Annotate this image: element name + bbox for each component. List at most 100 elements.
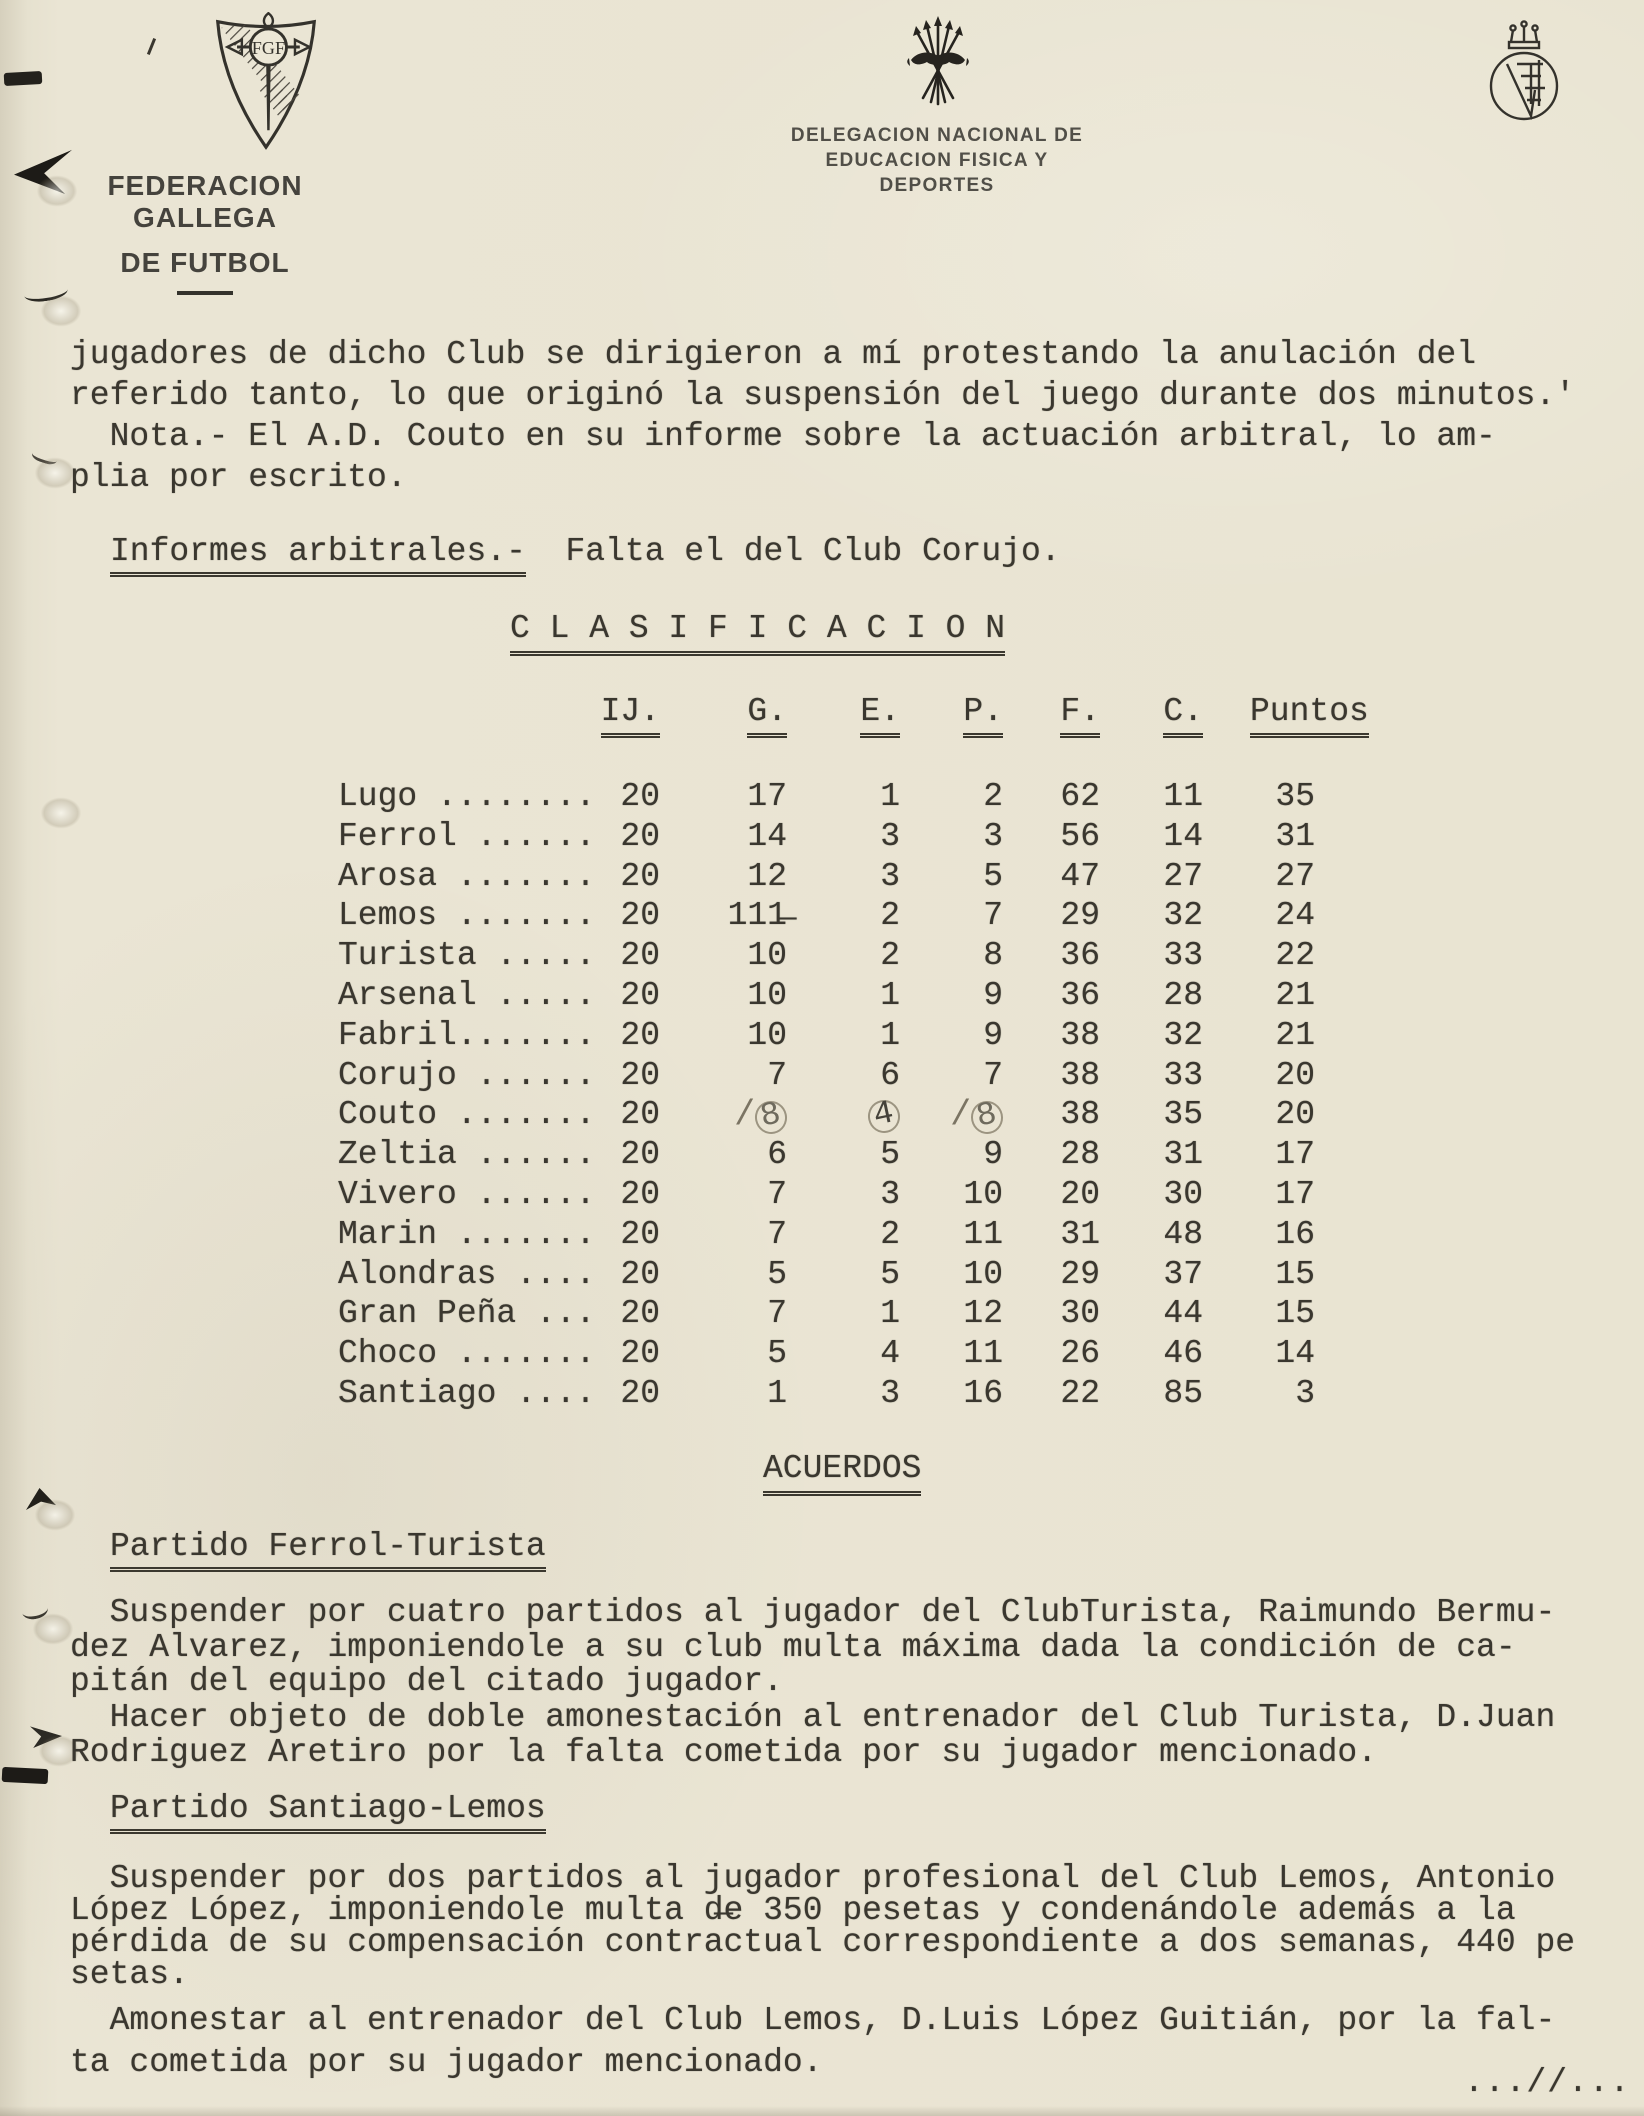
- svg-text:FGF: FGF: [252, 38, 285, 58]
- cell-c: 32: [1163, 1016, 1203, 1054]
- col-header-e: E.: [770, 693, 900, 738]
- cell-p: 9: [983, 977, 1003, 1014]
- cell-c: 46: [1163, 1335, 1203, 1373]
- cell-ij: 20: [620, 1016, 660, 1054]
- cell-club: Lugo ........: [338, 778, 596, 815]
- col-header-puntos: Puntos: [1250, 693, 1410, 738]
- table-row: Gran Peña ... 20 7 1 12 30 44 15: [338, 1296, 1578, 1334]
- section-heading-ferrol-turista: Partido Ferrol-Turista: [110, 1526, 546, 1572]
- cell-f: 29: [1060, 1255, 1100, 1293]
- cell-g: 12: [747, 857, 787, 895]
- cell-ij: 20: [620, 857, 660, 895]
- cell-pts: 20: [1275, 1056, 1315, 1094]
- cell-pts: 17: [1275, 1176, 1315, 1213]
- yoke-and-arrows-icon: [907, 16, 969, 106]
- cell-c: 30: [1163, 1176, 1203, 1213]
- cell-c: 11: [1163, 778, 1203, 815]
- org-name-line2: DE FUTBOL: [120, 247, 290, 278]
- cell-p: 12: [963, 1295, 1003, 1333]
- fgf-shield-icon: FGF: [216, 12, 316, 150]
- table-row: Santiago .... 20 1 3 16 22 85 3: [338, 1376, 1578, 1414]
- cell-p: /8: [873, 1096, 1007, 1138]
- referee-reports-line: Informes arbitrales.- Falta el del Club …: [110, 531, 1061, 577]
- cell-f: 38: [1060, 1056, 1100, 1094]
- cell-e: 2: [880, 937, 900, 975]
- cell-e: 2: [880, 897, 900, 935]
- cell-g: 5: [767, 1335, 787, 1373]
- cell-club: Corujo ......: [338, 1056, 596, 1094]
- cell-g: 14: [747, 817, 787, 855]
- text-line: Hacer objeto de doble amonestación al en…: [70, 1699, 1556, 1736]
- continuation-mark: ...//...: [1464, 2064, 1631, 2101]
- cell-c: 33: [1163, 1056, 1203, 1094]
- cell-g: 17: [747, 778, 787, 815]
- cell-ij: 20: [620, 778, 660, 815]
- text-line: jugadores de dicho Club se dirigieron a …: [70, 336, 1477, 373]
- cell-club: Zeltia ......: [338, 1136, 596, 1174]
- cell-pts: 15: [1275, 1295, 1315, 1333]
- text-line: Rodriguez Aretiro por la falta cometida …: [70, 1734, 1378, 1771]
- cell-c: 85: [1163, 1375, 1203, 1412]
- cell-pts: 31: [1275, 817, 1315, 855]
- cell-e: 5: [880, 1136, 900, 1174]
- cell-f: 38: [1060, 1016, 1100, 1054]
- intro-paragraph: jugadores de dicho Club se dirigieron a …: [70, 334, 1575, 498]
- cell-ij: 20: [620, 817, 660, 855]
- cell-ij: 20: [620, 1375, 660, 1412]
- binding-mark: [1, 1766, 49, 1785]
- classification-title: C L A S I F I C A C I O N: [510, 608, 1006, 656]
- cell-ij: 20: [620, 1335, 660, 1373]
- cell-pts: 22: [1275, 937, 1315, 975]
- text-line: referido tanto, lo que originó la suspen…: [70, 377, 1576, 414]
- cell-ij: 20: [620, 1295, 660, 1333]
- table-row: Vivero ...... 20 7 3 10 20 30 17: [338, 1177, 1578, 1215]
- cell-p: 10: [963, 1176, 1003, 1213]
- table-row: Couto ....... 20/8 4/8 38 35 20: [338, 1095, 1578, 1138]
- cell-c: 37: [1163, 1255, 1203, 1293]
- text-line: Amonestar al entrenador del Club Lemos, …: [70, 2002, 1556, 2039]
- cell-p: 5: [983, 857, 1003, 895]
- paper-pucker: [30, 170, 84, 212]
- cell-e: 3: [880, 857, 900, 895]
- cell-c: 44: [1163, 1295, 1203, 1333]
- letterhead-underline: [177, 291, 233, 295]
- cell-p: 9: [983, 1136, 1003, 1174]
- delegation-line1: DELEGACION NACIONAL DE: [790, 125, 1084, 146]
- cell-g: 111̶: [727, 897, 787, 935]
- cell-c: 28: [1163, 977, 1203, 1014]
- cell-p: 7: [983, 897, 1003, 935]
- cell-p: 8: [983, 937, 1003, 975]
- text-line: pérdida de su compensación contractual c…: [70, 1924, 1576, 1961]
- cell-f: 30: [1060, 1295, 1100, 1333]
- table-row: Alondras .... 20 5 5 10 29 37 15: [338, 1255, 1578, 1295]
- table-row: Arsenal ..... 20 10 1 9 36 28 21: [338, 978, 1578, 1016]
- cell-pts: 20: [1275, 1096, 1315, 1134]
- letterhead-left: FEDERACION GALLEGA DE FUTBOL: [55, 170, 355, 295]
- referee-reports-heading: Informes arbitrales.-: [110, 533, 526, 577]
- cell-club: Couto .......: [338, 1096, 596, 1134]
- cell-g: 7: [767, 1056, 787, 1094]
- acuerdo-paragraph: Amonestar al entrenador del Club Lemos, …: [70, 2000, 1555, 2084]
- table-row: Lugo ........ 20 17 1 2 62 11 35: [338, 779, 1578, 817]
- cell-club: Fabril.......: [338, 1016, 596, 1054]
- binding-mark: [3, 71, 43, 86]
- cell-c: 27: [1163, 857, 1203, 895]
- cell-g: 6: [767, 1136, 787, 1174]
- col-header-g: G.: [657, 693, 787, 738]
- cell-club: Alondras ....: [338, 1255, 596, 1293]
- cell-g: 1: [767, 1375, 787, 1412]
- cell-e: 2: [880, 1215, 900, 1253]
- paper-pucker: [28, 452, 82, 494]
- cell-pts: 21: [1275, 1016, 1315, 1054]
- acuerdos-title: ACUERDOS: [763, 1448, 922, 1496]
- cell-g: 10: [747, 977, 787, 1014]
- cell-p: 10: [963, 1255, 1003, 1293]
- cell-g: /8: [657, 1096, 791, 1138]
- cell-f: 62: [1060, 778, 1100, 815]
- cell-f: 47: [1060, 857, 1100, 895]
- cell-ij: 20: [620, 1096, 660, 1134]
- cell-f: 22: [1060, 1375, 1100, 1412]
- text-line: Nota.- El A.D. Couto en su informe sobre…: [70, 418, 1496, 455]
- letterhead-center: DELEGACION NACIONAL DE EDUCACION FISICA …: [770, 123, 1104, 198]
- cell-pts: 35: [1275, 778, 1315, 815]
